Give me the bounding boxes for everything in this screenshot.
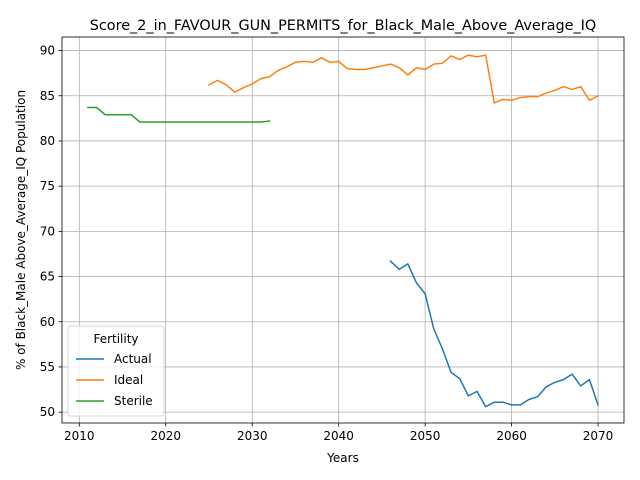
axis-ticks: 2010 2020 2030 2040 2050 2060 2070 50 55 60 65 70 75… (40, 44, 614, 443)
y-tick-label: 50 (40, 405, 55, 419)
y-tick-label: 90 (40, 44, 55, 58)
y-axis-label: % of Black_Male Above_Average_IQ Populat… (14, 90, 28, 370)
series-line-sterile (87, 106, 271, 123)
x-tick-label: 2040 (323, 429, 354, 443)
y-tick-label: 85 (40, 89, 55, 103)
y-tick-label: 55 (40, 360, 55, 374)
legend: Fertility Actual Ideal Sterile (67, 325, 165, 417)
y-tick-label: 65 (40, 270, 55, 284)
x-axis-label: Years (326, 451, 359, 465)
x-tick-label: 2070 (583, 429, 614, 443)
x-tick-label: 2050 (410, 429, 441, 443)
plot-frame (61, 36, 625, 424)
x-tick-label: 2060 (496, 429, 527, 443)
grid (62, 37, 624, 423)
series-line-actual (389, 260, 600, 408)
legend-label-sterile: Sterile (114, 394, 153, 408)
y-tick-label: 80 (40, 134, 55, 148)
chart-title: Score_2_in_FAVOUR_GUN_PERMITS_for_Black_… (90, 18, 597, 34)
y-tick-label: 70 (40, 224, 55, 238)
x-tick-label: 2030 (237, 429, 268, 443)
series-lines (87, 54, 600, 408)
legend-label-actual: Actual (114, 352, 152, 366)
y-tick-label: 75 (40, 179, 55, 193)
series-line-ideal (207, 54, 600, 104)
legend-box (67, 325, 165, 417)
legend-label-ideal: Ideal (114, 373, 143, 387)
x-tick-label: 2010 (64, 429, 95, 443)
legend-title: Fertility (93, 332, 138, 346)
y-tick-label: 60 (40, 315, 55, 329)
x-tick-label: 2020 (150, 429, 181, 443)
legend-entries: Actual Ideal Sterile (76, 352, 153, 408)
